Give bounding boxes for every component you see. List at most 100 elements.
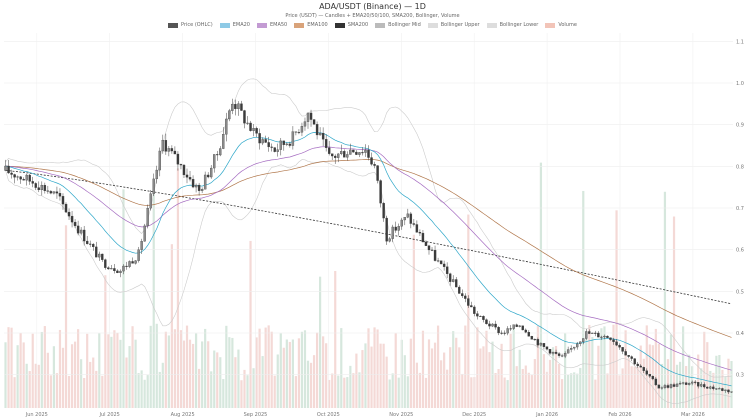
volume-bar	[678, 361, 682, 408]
candle-body	[194, 184, 198, 188]
candle-body	[554, 351, 558, 354]
candle-body	[200, 189, 204, 191]
candle-body	[343, 151, 346, 158]
candle-body	[697, 382, 700, 387]
volume-bar	[730, 361, 733, 408]
volume-bar	[309, 362, 313, 408]
candle-body	[101, 253, 104, 260]
volume-bar	[433, 342, 437, 408]
volume-bar	[439, 360, 443, 408]
candle-body	[176, 153, 180, 165]
candle-body	[331, 153, 334, 157]
volume-bar	[7, 327, 10, 408]
volume-bar	[34, 363, 37, 408]
volume-bar	[52, 346, 56, 408]
candle-body	[73, 221, 77, 227]
candle-body	[433, 249, 437, 261]
candle-body	[693, 381, 697, 383]
candle-body	[167, 148, 171, 152]
volume-bar	[346, 377, 349, 408]
candle-body	[324, 139, 328, 148]
candle-body	[155, 169, 158, 180]
volume-bar	[92, 357, 95, 408]
candle-body	[485, 319, 488, 325]
volume-bar	[497, 369, 500, 408]
candle-body	[294, 131, 298, 133]
volume-bar	[524, 365, 527, 408]
volume-bar	[606, 373, 609, 408]
candle-body	[385, 217, 388, 242]
candle-body	[315, 124, 319, 136]
candle-body	[582, 338, 585, 342]
volume-bar	[240, 380, 243, 408]
volume-bar	[430, 348, 434, 408]
candle-body	[503, 332, 506, 334]
candle-body	[95, 246, 98, 258]
volume-bar	[636, 367, 639, 408]
volume-bar	[548, 359, 552, 408]
volume-bar	[28, 371, 31, 408]
volume-bar	[279, 333, 282, 408]
candle-body	[364, 149, 367, 153]
volume-bar	[273, 375, 276, 408]
volume-bar	[303, 330, 307, 408]
candle-body	[349, 149, 352, 155]
volume-bar	[173, 329, 177, 408]
volume-bar	[660, 363, 664, 408]
candle-body	[672, 384, 676, 387]
volume-bar	[328, 379, 331, 408]
candle-body	[158, 150, 161, 171]
y-tick-label: 0.5	[736, 289, 744, 295]
volume-bar	[446, 369, 449, 408]
candle-body	[321, 133, 325, 140]
candle-body	[140, 241, 143, 250]
volume-bar	[697, 354, 700, 408]
volume-bar	[500, 343, 503, 408]
volume-bar	[61, 347, 65, 408]
volume-bar	[228, 337, 231, 408]
candle-body	[327, 147, 331, 154]
candle-body	[603, 335, 606, 338]
volume-bar	[400, 339, 403, 408]
candle-body	[576, 343, 579, 348]
volume-bar	[49, 375, 52, 408]
candle-body	[579, 341, 582, 345]
candle-body	[312, 119, 316, 125]
volume-bar	[688, 354, 691, 408]
candle-body	[355, 151, 358, 155]
candle-body	[379, 180, 382, 204]
candle-body	[451, 279, 455, 282]
volume-bar	[16, 345, 19, 408]
candle-body	[143, 225, 146, 242]
volume-bar	[43, 326, 46, 408]
candle-body	[470, 305, 473, 308]
volume-bar	[249, 240, 252, 408]
candle-body	[376, 165, 379, 181]
volume-bar	[567, 374, 570, 408]
volume-bar	[639, 345, 642, 408]
volume-bar	[152, 191, 155, 408]
candle-body	[627, 355, 630, 357]
volume-bar	[231, 337, 234, 408]
candle-body	[282, 140, 286, 145]
candle-body	[687, 383, 691, 385]
candle-body	[76, 225, 80, 234]
candle-body	[255, 128, 258, 134]
volume-bar	[340, 328, 343, 408]
volume-bar	[373, 327, 376, 408]
volume-bar	[685, 366, 688, 408]
candle-body	[107, 267, 110, 270]
volume-bar	[64, 225, 68, 408]
volume-bar	[709, 370, 712, 408]
candle-body	[427, 245, 431, 251]
candle-body	[618, 345, 621, 348]
volume-bar	[588, 324, 591, 408]
volume-bar	[539, 162, 543, 408]
legend-item: Bollinger Mid	[375, 22, 421, 28]
candle-body	[131, 261, 134, 264]
candle-body	[92, 243, 95, 248]
legend-item: EMA50	[256, 22, 287, 28]
volume-bar	[370, 346, 373, 408]
x-tick-label: Dec 2025	[462, 412, 486, 418]
volume-bar	[13, 377, 16, 408]
